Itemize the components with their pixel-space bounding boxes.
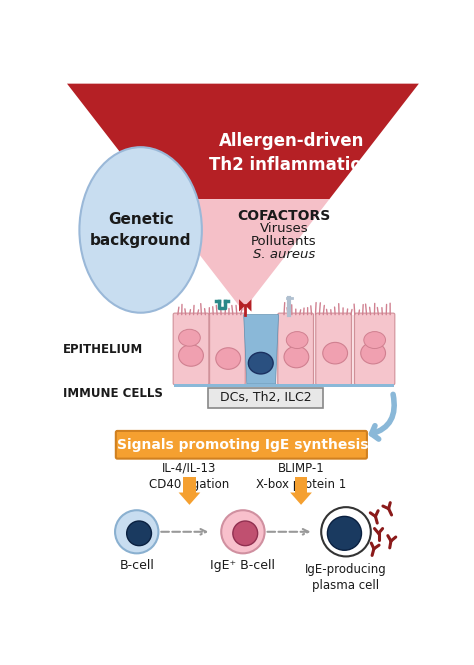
Bar bbox=[174, 315, 394, 384]
Bar bbox=[295, 477, 307, 493]
Text: B-cell: B-cell bbox=[119, 559, 154, 572]
Text: IMMUNE CELLS: IMMUNE CELLS bbox=[63, 388, 163, 400]
Text: Pollutants: Pollutants bbox=[251, 235, 317, 248]
FancyArrowPatch shape bbox=[372, 394, 394, 439]
Circle shape bbox=[321, 507, 371, 557]
FancyBboxPatch shape bbox=[173, 313, 209, 385]
Polygon shape bbox=[156, 199, 329, 311]
Ellipse shape bbox=[216, 348, 241, 369]
Text: EPITHELIUM: EPITHELIUM bbox=[63, 342, 143, 356]
Text: IgE-producing
plasma cell: IgE-producing plasma cell bbox=[305, 563, 387, 592]
Text: DCs, Th2, ILC2: DCs, Th2, ILC2 bbox=[219, 391, 311, 404]
Text: IL-4/IL-13
CD40 ligation: IL-4/IL-13 CD40 ligation bbox=[149, 462, 229, 491]
FancyBboxPatch shape bbox=[208, 388, 323, 408]
Text: Allergen-driven
Th2 inflammation: Allergen-driven Th2 inflammation bbox=[210, 132, 374, 174]
Ellipse shape bbox=[364, 332, 385, 348]
Polygon shape bbox=[244, 315, 279, 384]
Text: IgE⁺ B-cell: IgE⁺ B-cell bbox=[210, 559, 275, 572]
Circle shape bbox=[328, 517, 362, 550]
Text: S. aureus: S. aureus bbox=[253, 249, 315, 261]
Bar bbox=[183, 477, 196, 493]
Polygon shape bbox=[67, 84, 419, 199]
Ellipse shape bbox=[80, 147, 202, 313]
Ellipse shape bbox=[361, 342, 385, 364]
FancyBboxPatch shape bbox=[210, 313, 245, 385]
Polygon shape bbox=[245, 299, 251, 312]
FancyBboxPatch shape bbox=[278, 313, 313, 385]
Text: Genetic
background: Genetic background bbox=[90, 212, 191, 248]
Text: COFACTORS: COFACTORS bbox=[237, 209, 331, 223]
Ellipse shape bbox=[179, 344, 203, 366]
Circle shape bbox=[127, 521, 152, 546]
Ellipse shape bbox=[323, 342, 347, 364]
Bar bbox=[174, 384, 394, 387]
FancyBboxPatch shape bbox=[355, 313, 395, 385]
Text: Viruses: Viruses bbox=[260, 222, 308, 235]
Ellipse shape bbox=[248, 352, 273, 374]
Text: Signals promoting IgE synthesis: Signals promoting IgE synthesis bbox=[117, 438, 369, 452]
Polygon shape bbox=[179, 493, 201, 505]
Text: BLIMP-1
X-box protein 1: BLIMP-1 X-box protein 1 bbox=[256, 462, 346, 491]
Circle shape bbox=[233, 521, 258, 546]
Circle shape bbox=[115, 510, 158, 553]
Ellipse shape bbox=[284, 346, 309, 368]
Polygon shape bbox=[290, 493, 312, 505]
FancyBboxPatch shape bbox=[316, 313, 351, 385]
Ellipse shape bbox=[179, 329, 201, 346]
FancyBboxPatch shape bbox=[116, 431, 367, 459]
Polygon shape bbox=[239, 299, 245, 312]
Ellipse shape bbox=[286, 332, 308, 348]
Circle shape bbox=[221, 510, 264, 553]
